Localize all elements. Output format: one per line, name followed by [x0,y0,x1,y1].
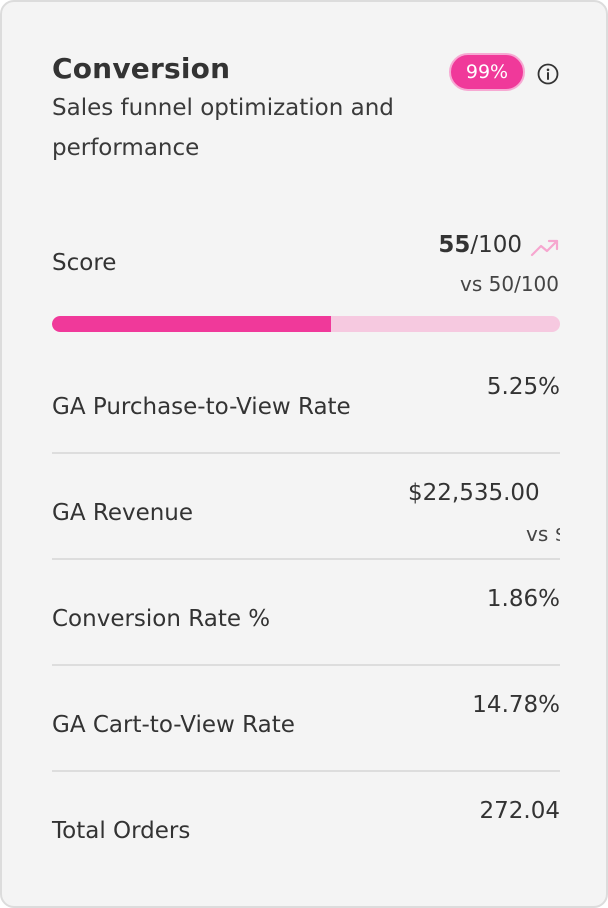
metric-value: 14.78% [472,692,560,718]
score-max: /100 [470,232,522,258]
metric-value: 1.86% [486,586,560,612]
divider [52,664,560,666]
metric-label: GA Cart-to-View Rate [52,712,295,738]
card-subtitle: Sales funnel optimization and performanc… [52,95,394,161]
score-percent-badge: 99% [449,53,525,91]
trending-up-icon [530,239,559,257]
divider [52,452,560,454]
score-progress-fill [52,316,332,332]
metric-compare: vs $ [526,522,560,546]
metric-row: Conversion Rate % 1.86% [52,578,560,684]
metric-label: Conversion Rate % [52,606,271,632]
metric-value: 5.25% [486,374,560,400]
info-icon[interactable] [537,63,559,85]
metric-value: $22,535.00 [408,480,540,506]
metric-row: Total Orders 272.04 [52,790,560,896]
metric-row: GA Cart-to-View Rate 14.78% [52,684,560,790]
metric-label: GA Purchase-to-View Rate [52,394,351,420]
score-value: 55/100 [382,232,522,258]
metric-label: GA Revenue [52,500,194,526]
metric-row: GA Revenue $22,535.00 vs $ [52,472,560,578]
score-label: Score [52,250,117,276]
score-compare: vs 50/100 [460,272,559,296]
divider [52,770,560,772]
card-title: Conversion [52,52,231,85]
metric-value: 272.04 [479,798,560,824]
score-number: 55 [438,232,471,258]
metric-value-clip: $22,535.00 [400,480,560,510]
score-progress-bar [52,316,560,332]
metric-label: Total Orders [52,818,191,844]
divider [52,558,560,560]
metric-row: GA Purchase-to-View Rate 5.25% [52,366,560,472]
